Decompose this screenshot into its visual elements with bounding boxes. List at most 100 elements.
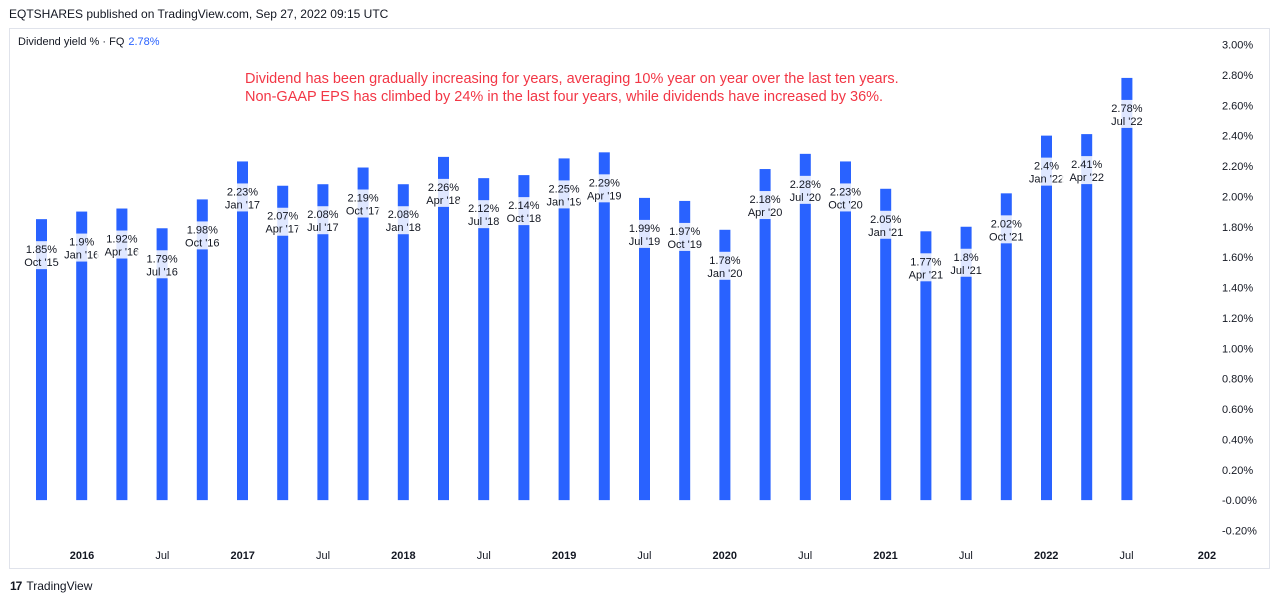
data-label-2: 1.92%Apr '16 [96,230,147,259]
legend-value: 2.78% [128,36,160,48]
data-label-date: Apr '21 [909,269,944,281]
x-tick-label: Jul [637,550,651,562]
bar-1[interactable] [76,211,88,501]
data-label-date: Apr '19 [587,190,622,202]
data-label-date: Jan '19 [547,196,582,208]
tradingview-logo-icon: 17 [10,579,22,593]
y-tick-label: 1.60% [1222,252,1253,264]
y-tick-label: -0.20% [1222,526,1257,538]
data-label-date: Apr '16 [105,247,140,259]
bar-22[interactable] [920,231,932,501]
data-label-27: 2.78%Jul '22 [1101,99,1152,128]
price-axis: 3.00% 2.80% 2.60% 2.40% 2.20% 2.00% 1.80% 1.60%… [1222,40,1257,538]
data-label-8: 2.19%Oct '17 [338,189,389,218]
data-label-value: 1.99% [629,223,660,235]
bar-16[interactable] [679,200,691,501]
bar-3[interactable] [156,228,168,501]
data-label-value: 2.4% [1034,161,1059,173]
x-tick-label: 2019 [552,550,576,562]
legend-label: Dividend yield % · FQ [18,36,125,48]
x-tick-label: Jul [1120,550,1134,562]
bar-19[interactable] [799,153,811,501]
data-label-date: Oct '15 [24,257,59,269]
bar-4[interactable] [196,199,208,501]
bar-0[interactable] [36,219,47,501]
y-tick-label: 1.40% [1222,283,1253,295]
data-label-value: 1.85% [26,244,57,256]
footer-branding[interactable]: 17 TradingView [10,579,92,593]
data-label-value: 2.41% [1071,159,1102,171]
x-tick-label: 2017 [230,550,254,562]
y-tick-label: 0.80% [1222,374,1253,386]
data-label-value: 2.14% [508,200,539,212]
bar-26[interactable] [1081,134,1093,501]
x-tick-label: 2020 [713,550,737,562]
x-tick-label: Jul [959,550,973,562]
data-label-bg [579,174,630,203]
x-tick-label: Jul [316,550,330,562]
data-label-19: 2.28%Jul '20 [780,175,831,204]
series-legend[interactable]: Dividend yield % · FQ 2.78% [18,36,160,48]
bar-24[interactable] [1000,193,1012,501]
x-tick-label: 2016 [70,550,94,562]
data-label-bg [659,222,710,251]
bar-27[interactable] [1121,77,1133,501]
x-tick-label: 202 [1198,550,1216,562]
bar-6[interactable] [277,185,289,501]
bar-25[interactable] [1041,135,1052,501]
bar-20[interactable] [840,161,851,501]
bar-21[interactable] [880,188,892,501]
data-label-value: 1.92% [106,234,137,246]
y-tick-label: 0.20% [1222,465,1253,477]
data-label-date: Jul '16 [146,266,177,278]
data-label-value: 2.12% [468,203,499,215]
data-label-value: 2.19% [347,193,378,205]
y-tick-label: 1.00% [1222,343,1253,355]
data-label-date: Jan '18 [386,222,421,234]
y-tick-label: 2.60% [1222,100,1253,112]
data-label-4: 1.98%Oct '16 [177,221,228,250]
y-tick-label: 2.80% [1222,70,1253,82]
y-tick-label: 0.40% [1222,434,1253,446]
bar-11[interactable] [478,178,490,501]
data-label-bg [217,183,268,212]
data-label-date: Apr '18 [426,195,461,207]
bar-12[interactable] [518,175,530,501]
data-label-bg [378,206,429,235]
data-label-date: Jan '20 [707,268,742,280]
chart-pane[interactable] [9,28,1270,569]
data-label-date: Jul '19 [629,236,660,248]
x-tick-label: 2021 [873,550,897,562]
bar-13[interactable] [558,158,570,501]
bar-5[interactable] [237,161,248,501]
data-label-9: 2.08%Jan '18 [378,206,429,235]
bar-10[interactable] [438,156,449,501]
brand-name: TradingView [26,579,93,593]
data-label-date: Jan '22 [1029,174,1064,186]
data-label-value: 2.28% [790,179,821,191]
bars-layer [36,77,1133,501]
y-tick-label: 1.80% [1222,222,1253,234]
data-label-bg [1061,156,1112,185]
data-label-bg [941,248,992,277]
bar-18[interactable] [759,169,771,501]
y-tick-label: -0.00% [1222,495,1257,507]
bar-17[interactable] [719,229,731,501]
bar-8[interactable] [357,167,369,501]
data-label-date: Jan '16 [64,250,99,262]
data-label-date: Jan '17 [225,199,260,211]
bar-14[interactable] [598,152,610,501]
y-tick-label: 3.00% [1222,40,1253,52]
time-axis: 2016 Jul 2017 Jul 2018 Jul 2019 Jul 2020 Jul 2021 J… [70,550,1216,562]
bar-9[interactable] [397,184,409,501]
data-label-value: 1.79% [146,253,177,265]
bar-23[interactable] [960,226,972,501]
bar-15[interactable] [639,197,650,501]
text-annotation[interactable]: Dividend has been gradually increasing f… [245,70,899,106]
bar-2[interactable] [116,208,128,501]
data-label-value: 2.08% [388,209,419,221]
annotation-line-1: Dividend has been gradually increasing f… [245,71,899,87]
bar-7[interactable] [317,184,329,501]
data-label-21: 2.05%Jan '21 [860,210,911,239]
